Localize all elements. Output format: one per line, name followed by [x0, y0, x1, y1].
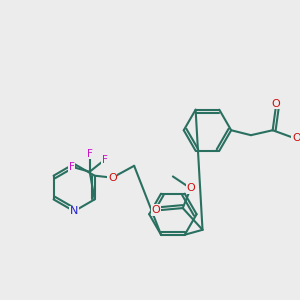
Text: F: F	[87, 149, 93, 159]
Text: O: O	[186, 183, 195, 193]
Text: F: F	[102, 155, 107, 165]
Text: O: O	[108, 173, 117, 183]
Text: O: O	[271, 99, 280, 109]
Text: O: O	[152, 205, 161, 215]
Text: F: F	[69, 162, 75, 172]
Text: N: N	[70, 206, 78, 216]
Text: O: O	[292, 133, 300, 143]
